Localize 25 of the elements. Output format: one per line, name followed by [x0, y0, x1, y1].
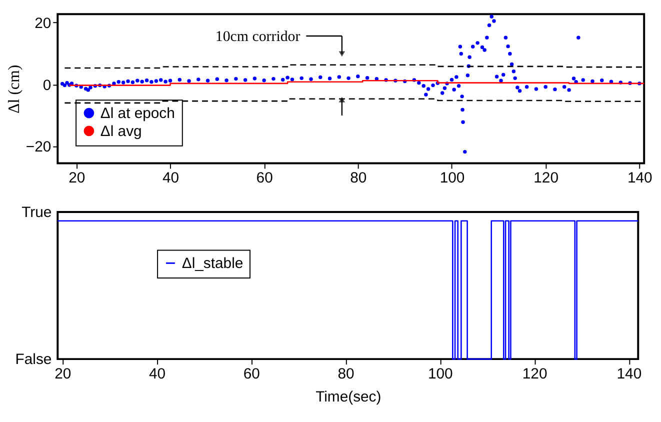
- annotation: 10cm corridor: [215, 28, 300, 45]
- x-tick-label: 100: [428, 366, 453, 382]
- x-tick-label: 40: [162, 170, 180, 187]
- x-tick-label: 20: [54, 366, 72, 382]
- y-tick-label: 0: [42, 78, 52, 94]
- x-axis-title: Time(sec): [316, 389, 382, 406]
- text: False: [15, 352, 52, 368]
- x-tick-label: 80: [338, 366, 354, 382]
- x-tick-label: 40: [148, 366, 166, 382]
- y-tick-label: 20: [34, 16, 52, 32]
- legend-label: Δl at epoch: [100, 106, 175, 122]
- x-tick-label: 60: [256, 170, 273, 187]
- legend-label: Δl avg: [100, 124, 142, 140]
- x-tick-label: 60: [243, 366, 260, 382]
- x-tick-label: 140: [616, 366, 642, 382]
- x-tick-label: 20: [68, 170, 86, 187]
- x-tick-label: 120: [534, 170, 559, 187]
- legend-label: Δl_stable: [182, 256, 244, 272]
- x-tick-label: 100: [440, 170, 465, 187]
- text: True: [22, 204, 52, 221]
- x-tick-label: 140: [627, 170, 652, 187]
- x-tick-label: 120: [522, 366, 548, 382]
- y-tick-label: −20: [26, 140, 52, 156]
- x-tick-label: 80: [350, 170, 367, 187]
- y-axis-title: Δl (cm): [6, 64, 23, 114]
